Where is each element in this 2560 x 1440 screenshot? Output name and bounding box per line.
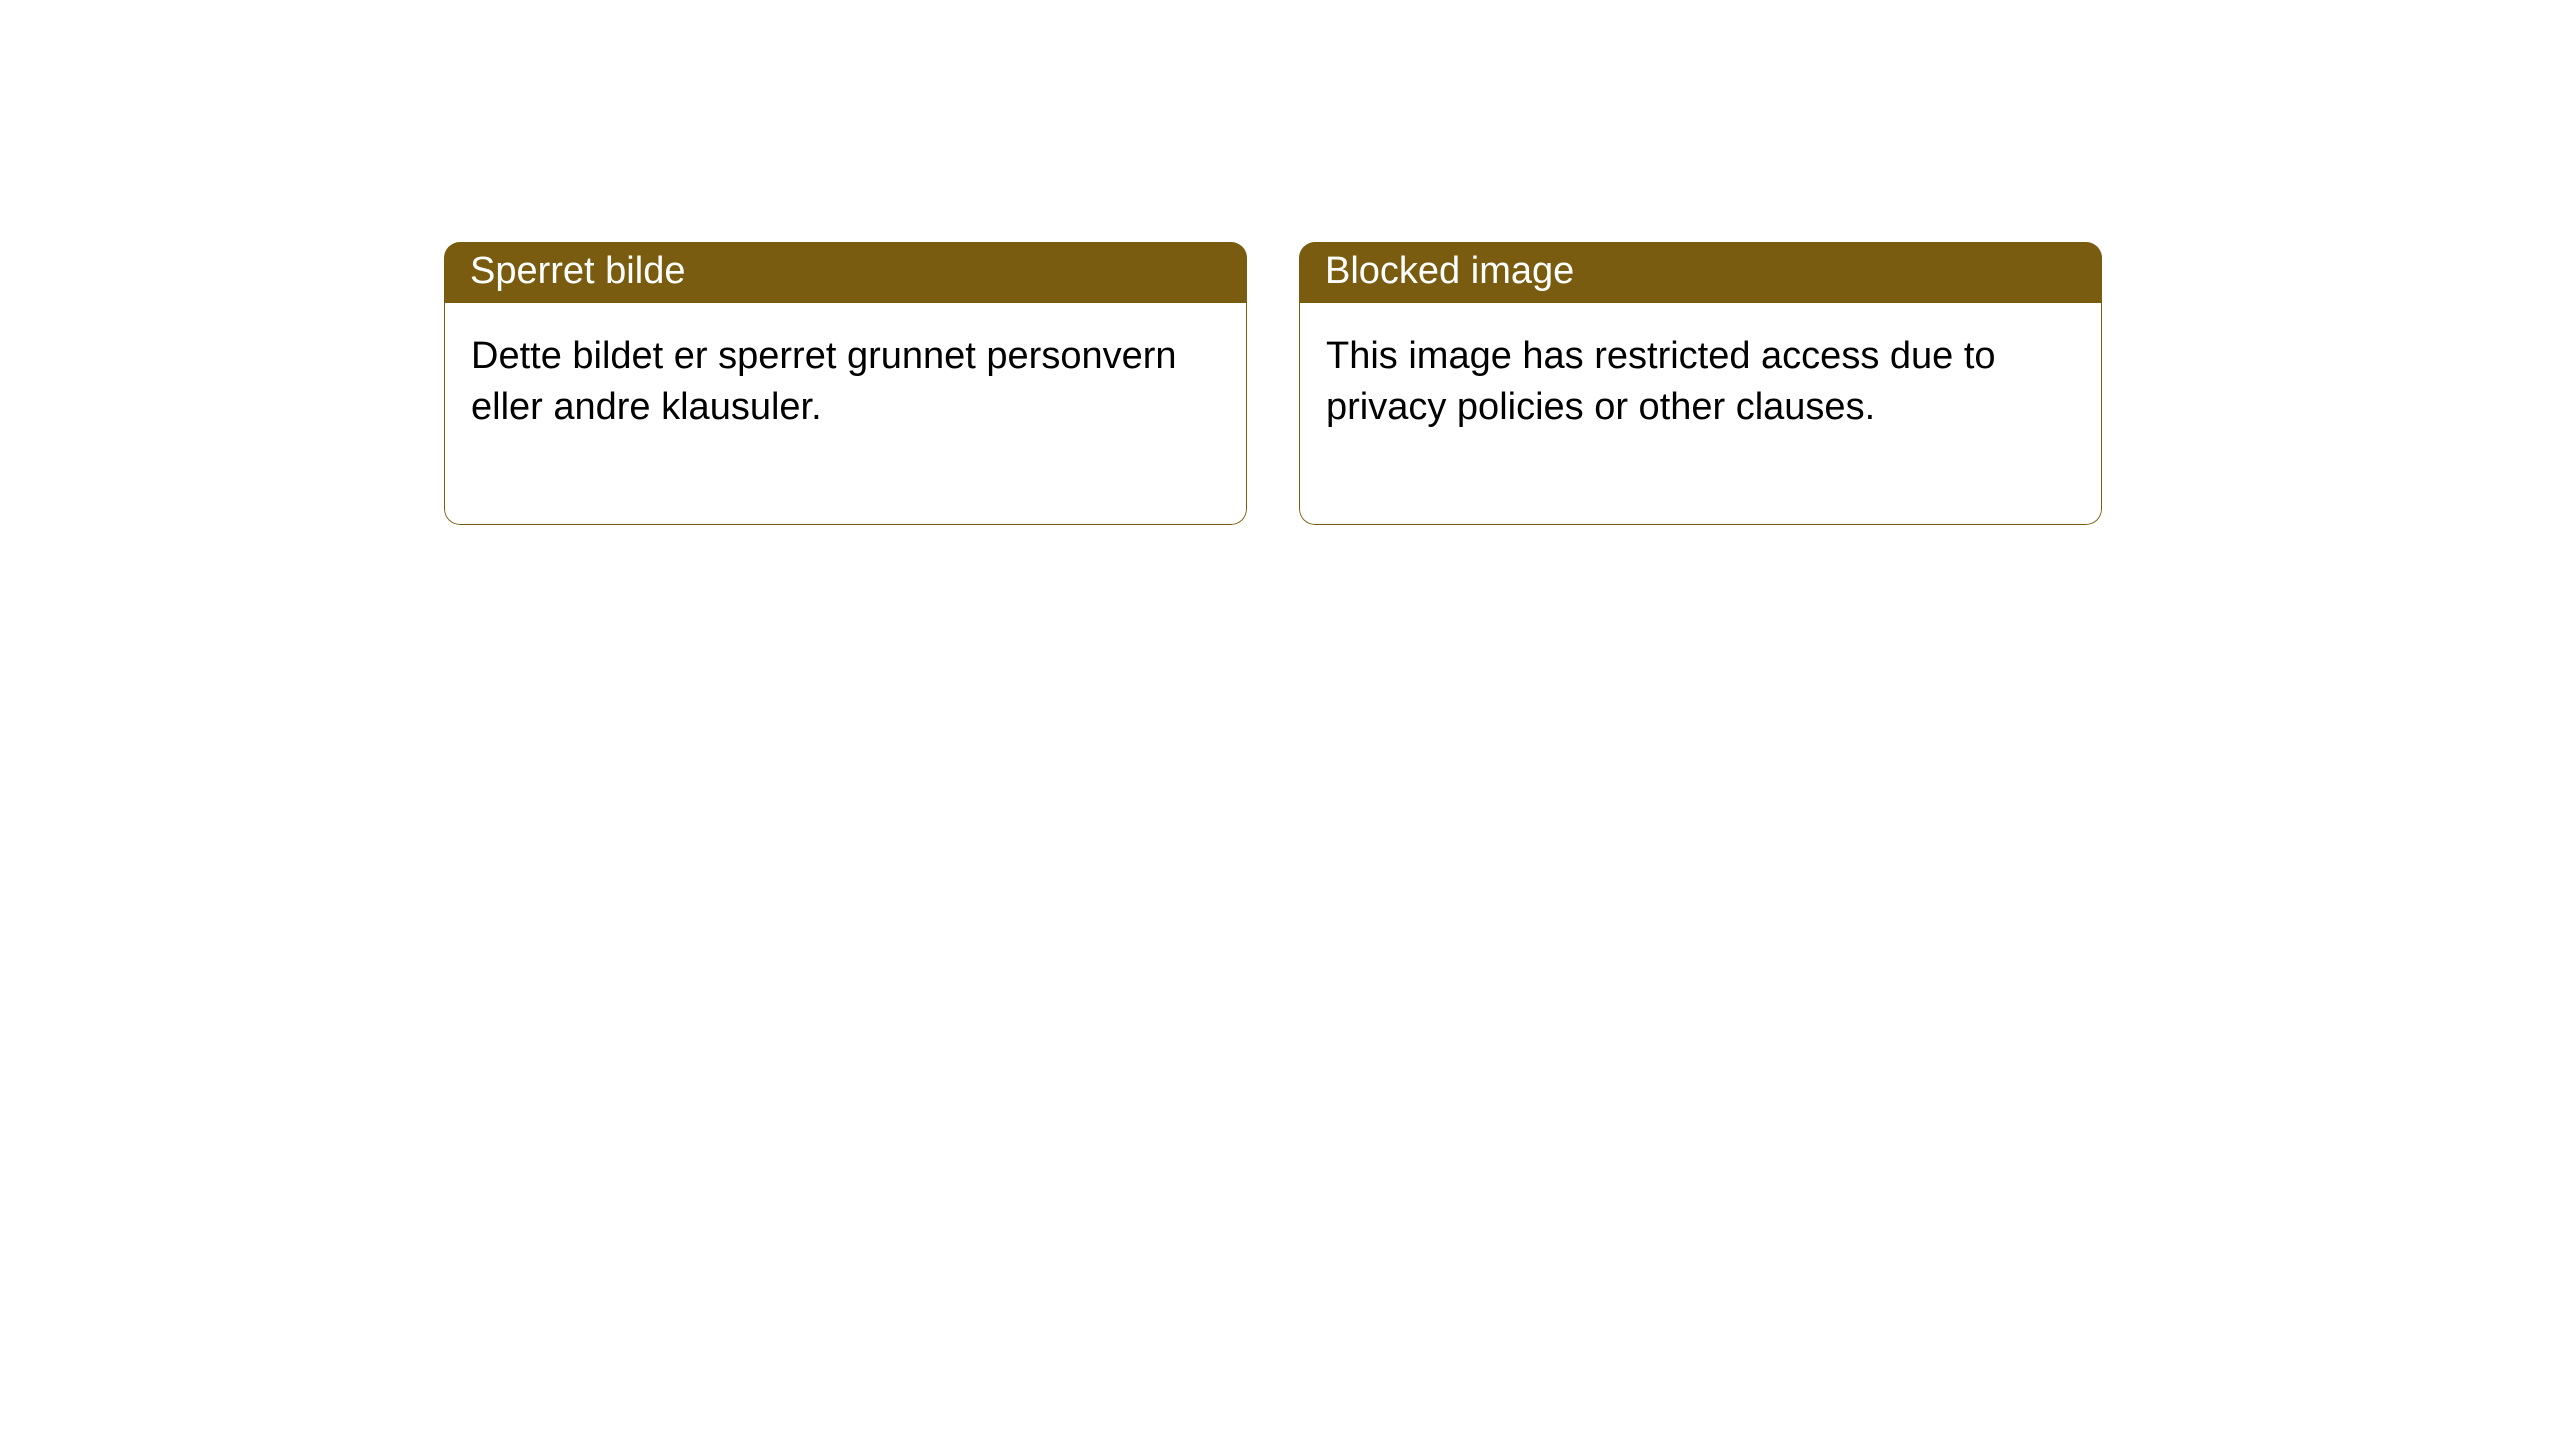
notice-header-norwegian: Sperret bilde [444, 242, 1247, 303]
notice-body-norwegian: Dette bildet er sperret grunnet personve… [444, 303, 1247, 525]
notice-body-english: This image has restricted access due to … [1299, 303, 2102, 525]
notice-card-norwegian: Sperret bilde Dette bildet er sperret gr… [444, 242, 1247, 525]
notice-header-english: Blocked image [1299, 242, 2102, 303]
notice-card-english: Blocked image This image has restricted … [1299, 242, 2102, 525]
notice-container: Sperret bilde Dette bildet er sperret gr… [0, 0, 2560, 525]
